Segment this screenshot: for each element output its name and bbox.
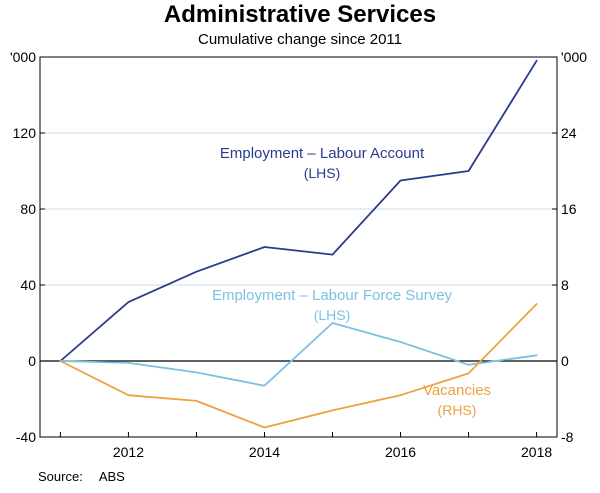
chart-title: Administrative Services [163,1,437,28]
svg-text:2012: 2012 [113,444,144,460]
svg-text:8: 8 [561,277,569,293]
svg-text:2014: 2014 [249,444,280,460]
source-note: Source: ABS [38,469,125,484]
svg-text:'000: '000 [561,49,587,65]
svg-text:-40: -40 [16,429,36,445]
svg-text:80: 80 [20,201,36,217]
svg-text:24: 24 [561,125,577,141]
svg-text:'000: '000 [10,49,36,65]
svg-text:2016: 2016 [385,444,416,460]
svg-text:2018: 2018 [521,444,552,460]
svg-text:40: 40 [20,277,36,293]
chart-subtitle: Cumulative change since 2011 [197,31,403,48]
svg-text:-8: -8 [561,429,574,445]
svg-text:0: 0 [561,353,569,369]
svg-text:16: 16 [561,201,577,217]
svg-text:0: 0 [28,353,36,369]
source-label: Source: [38,469,83,484]
source-value: ABS [98,469,125,484]
svg-text:120: 120 [13,125,37,141]
